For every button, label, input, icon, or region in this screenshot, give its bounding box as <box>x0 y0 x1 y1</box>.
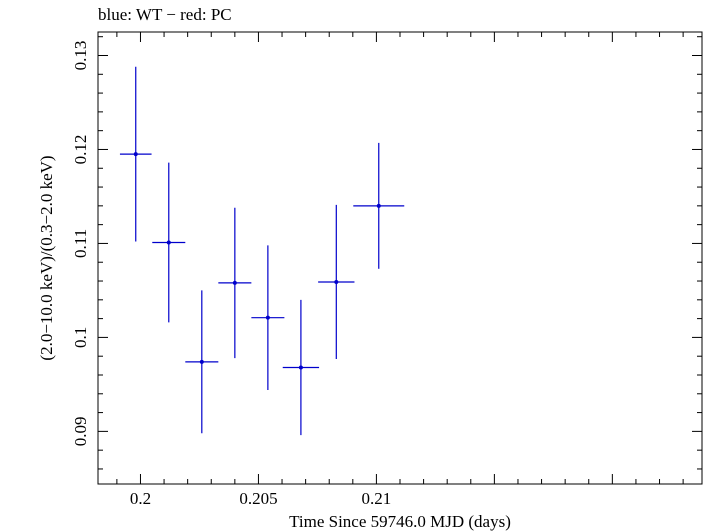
plot-frame <box>97 31 703 485</box>
data-point-marker <box>199 359 204 364</box>
x-tick-label: 0.2 <box>130 489 151 508</box>
y-tick-label: 0.12 <box>71 135 90 165</box>
data-point-marker <box>334 279 339 284</box>
data-point <box>185 290 219 434</box>
data-series <box>119 66 405 436</box>
x-tick-label: 0.21 <box>362 489 392 508</box>
x-tick-label: 0.205 <box>239 489 277 508</box>
y-axis-label: (2.0−10.0 keV)/(0.3−2.0 keV) <box>37 155 56 360</box>
data-point-marker <box>265 315 270 320</box>
data-point-marker <box>376 203 381 208</box>
data-point <box>353 142 405 269</box>
y-tick-label: 0.1 <box>71 327 90 348</box>
data-point-marker <box>298 365 303 370</box>
data-point <box>218 207 252 359</box>
data-point <box>119 66 152 242</box>
data-point <box>152 162 186 323</box>
y-tick-label: 0.11 <box>71 229 90 258</box>
data-point <box>282 299 320 436</box>
axis-ticks: 0.2 0.205 0.21 0.09 0.1 0.11 0.12 0.13 <box>71 32 702 508</box>
y-tick-label: 0.13 <box>71 41 90 71</box>
x-axis-label: Time Since 59746.0 MJD (days) <box>289 512 511 531</box>
data-point <box>251 245 285 391</box>
data-point-marker <box>133 152 138 157</box>
chart-title: blue: WT − red: PC <box>98 5 232 24</box>
data-point-marker <box>232 280 237 285</box>
data-point <box>318 204 355 360</box>
data-point-marker <box>166 240 171 245</box>
y-tick-label: 0.09 <box>71 417 90 447</box>
